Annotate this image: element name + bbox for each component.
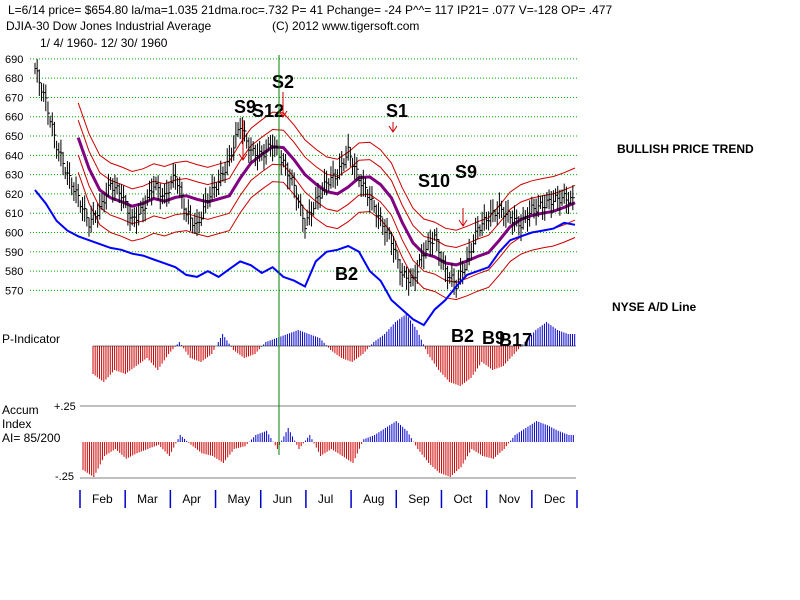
month-label: Sep [408,492,430,506]
accum-index-panel [80,405,576,479]
signal-label: S9 [234,97,256,117]
y-tick-label: 630 [5,170,23,182]
ad-line [34,189,576,327]
y-tick-label: 610 [5,208,23,220]
month-label: Oct [453,492,472,506]
signal-label: S9 [455,162,477,182]
index-label: DJIA-30 Dow Jones Industrial Average [6,19,212,33]
ad-line-label: NYSE A/D Line [612,300,697,314]
accum-label-2: Index [2,417,31,431]
y-tick-label: 580 [5,266,23,278]
y-axis-ticks: 570 580 590 600 610 620 630 640 650 660 670 680 690 [5,54,23,297]
copyright: (C) 2012 www.tigersoft.com [272,19,419,33]
month-label: Mar [137,492,158,506]
month-label: Aug [363,492,384,506]
signal-arrowhead [278,110,288,118]
y-tick-label: 600 [5,227,23,239]
signal-label: B9 [482,328,505,348]
y-tick-label: 670 [5,92,23,104]
p-indicator-panel [92,314,576,386]
month-label: Nov [499,492,520,506]
ad-line-path [34,189,576,327]
signal-arrowhead [458,219,468,227]
trend-label: BULLISH PRICE TREND [617,142,754,156]
month-label: Jul [318,492,333,506]
signal-label: S1 [386,101,408,121]
signal-label: S2 [272,72,294,92]
signal-arrowhead [238,153,248,161]
y-tick-label: 620 [5,189,23,201]
lower-inner-band [77,154,576,283]
y-tick-label: 680 [5,73,23,85]
accum-label-1: Accum [2,403,39,417]
signal-label: S12 [252,101,284,121]
y-tick-label: 660 [5,112,23,124]
lower-outer-band [77,172,576,301]
y-tick-label: 640 [5,150,23,162]
month-label: Feb [92,492,113,506]
p-indicator-label: P-Indicator [2,332,60,346]
signal-label: B17 [499,330,532,350]
signal-label: B2 [451,326,474,346]
month-label: Jun [273,492,292,506]
y-tick-label: 650 [5,131,23,143]
signal-label: S10 [418,171,450,191]
upper-outer-band [77,102,576,231]
y-tick-label: 590 [5,247,23,259]
signal-arrowhead [388,125,398,133]
stats-line: L=6/14 price= $654.80 la/ma=1.035 21dma.… [8,3,612,17]
price-bars [34,59,575,298]
ai-value: AI= 85/200 [2,431,61,445]
accum-top-value: +.25 [54,401,76,413]
date-range: 1/ 4/ 1960- 12/ 30/ 1960 [40,36,168,50]
month-label: May [228,492,251,506]
x-axis: Feb Mar Apr May Jun Jul Aug Sep Oct Nov Dec [79,490,578,508]
month-label: Dec [544,492,565,506]
y-tick-label: 690 [5,54,23,66]
month-label: Apr [182,492,201,506]
price-bands [76,102,576,301]
accum-bottom-value: -.25 [55,471,74,483]
y-tick-label: 570 [5,285,23,297]
signal-label: B2 [335,264,358,284]
